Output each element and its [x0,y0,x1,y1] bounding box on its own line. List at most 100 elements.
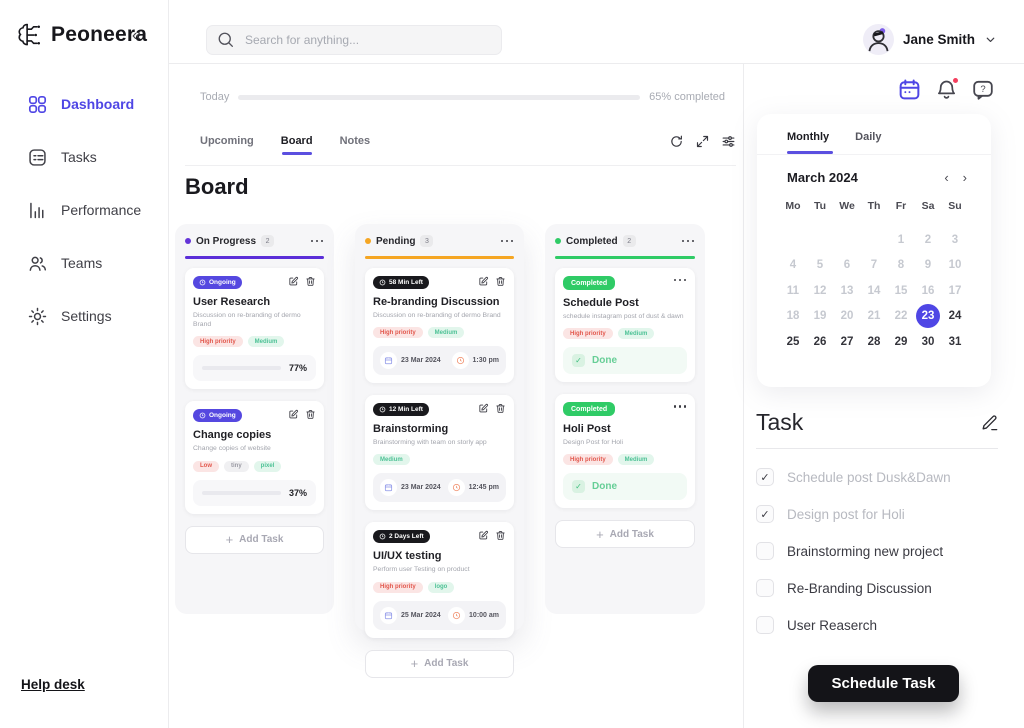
calendar-day[interactable]: 17 [948,284,962,297]
done-checkbox[interactable] [572,480,585,494]
edit-icon[interactable] [288,276,299,287]
tab-daily[interactable]: Daily [855,131,882,143]
card-datetime: 25 Mar 2024 10:00 am [373,600,506,630]
checkbox[interactable] [756,579,774,597]
task-card[interactable]: Completed Holi Post Design Post for Holi… [555,394,695,509]
calendar-day[interactable]: 9 [924,259,932,272]
expand-icon[interactable] [695,134,710,165]
refresh-icon[interactable] [669,134,684,165]
sidebar-item-teams[interactable]: Teams [0,251,168,275]
calendar-day-selected[interactable]: 23 [916,304,940,329]
calendar-day[interactable]: 10 [948,259,962,272]
calendar-day[interactable]: 28 [867,335,881,348]
sidebar-item-settings[interactable]: Settings [0,304,168,328]
calendar-day[interactable]: 22 [894,310,908,323]
calendar-day[interactable]: 5 [816,259,824,272]
checkbox[interactable] [756,505,774,523]
tab-monthly[interactable]: Monthly [787,131,834,154]
calendar-day [861,227,888,253]
calendar-day[interactable]: 20 [840,310,854,323]
sidebar-item-performance[interactable]: Performance [0,198,168,222]
calendar-day[interactable]: 29 [894,335,908,348]
add-task-button[interactable]: Add Task [365,649,514,678]
calendar-day[interactable]: 3 [951,233,959,246]
add-task-button[interactable]: Add Task [185,525,324,554]
time-left-badge: 12 Min Left [373,403,429,417]
calendar-day[interactable]: 25 [786,335,800,348]
calendar-day[interactable]: 18 [786,310,800,323]
sidebar-item-tasks[interactable]: Tasks [0,145,168,169]
calendar-day[interactable]: 13 [840,284,854,297]
calendar-day[interactable]: 8 [897,259,905,272]
card-date: 23 Mar 2024 [401,484,441,492]
calendar-day[interactable]: 15 [894,284,908,297]
calendar-day[interactable]: 30 [921,335,935,348]
task-card[interactable]: Completed Schedule Post schedule instagr… [555,268,695,383]
checkbox[interactable] [756,616,774,634]
calendar-day[interactable]: 21 [867,310,881,323]
task-card[interactable]: 58 Min Left Re-branding Discussion Discu… [365,268,514,384]
calendar-prev-button[interactable]: ‹ [944,170,949,185]
calendar-day[interactable]: 12 [813,284,827,297]
edit-icon[interactable] [478,530,489,541]
today-progress: Today 65% completed [200,91,725,103]
card-menu-button[interactable] [673,402,687,410]
calendar-day[interactable]: 2 [924,233,932,246]
calendar-day[interactable]: 6 [843,259,851,272]
column-menu-button[interactable] [310,237,324,245]
trash-icon[interactable] [495,276,506,287]
task-card[interactable]: 2 Days Left UI/UX testing Perform user T… [365,522,514,638]
calendar-day[interactable]: 4 [789,259,797,272]
calendar-day[interactable]: 7 [870,259,878,272]
tab-board[interactable]: Board [281,130,313,165]
card-time: 12:45 pm [468,484,499,492]
column-menu-button[interactable] [500,237,514,245]
help-desk-link[interactable]: Help desk [21,677,85,692]
add-task-button[interactable]: Add Task [555,520,695,549]
checkbox[interactable] [756,542,774,560]
edit-icon[interactable] [478,276,489,287]
done-checkbox[interactable] [572,354,585,368]
task-card[interactable]: Ongoing User Research Discussion on re-b… [185,268,324,390]
trash-icon[interactable] [495,403,506,414]
tab-notes[interactable]: Notes [339,135,371,147]
tag: tiny [224,460,249,472]
sidebar-item-dashboard[interactable]: Dashboard [0,92,168,116]
calendar-day[interactable]: 14 [867,284,881,297]
column-pending: Pending 3 58 Min Left Re [355,224,524,678]
calendar-day[interactable]: 19 [813,310,827,323]
calendar-day[interactable]: 27 [840,335,854,348]
search-bar[interactable] [206,25,502,55]
tag: pixel [253,460,282,472]
calendar-day[interactable]: 1 [897,233,905,246]
calendar-day[interactable]: 26 [813,335,827,348]
calendar-day[interactable]: 16 [921,284,935,297]
search-input[interactable] [245,33,492,47]
checkbox[interactable] [756,468,774,486]
calendar-day[interactable]: 24 [948,310,962,323]
calendar-next-button[interactable]: › [962,170,967,185]
bell-icon[interactable] [935,77,959,101]
edit-icon[interactable] [288,409,299,420]
trash-icon[interactable] [305,276,316,287]
done-label: Done [592,481,617,493]
pencil-icon[interactable] [980,413,999,432]
schedule-task-button[interactable]: Schedule Task [808,665,959,702]
task-card[interactable]: Ongoing Change copies Change copies of w… [185,401,324,514]
user-menu[interactable]: Jane Smith [863,24,997,55]
task-card[interactable]: 12 Min Left Brainstorming Brainstorming … [365,395,514,511]
calendar-icon[interactable] [897,77,922,102]
dashboard-grid-icon [27,94,48,115]
calendar-day[interactable]: 31 [948,335,962,348]
column-dot [365,238,371,244]
filter-sliders-icon[interactable] [721,134,736,165]
tab-upcoming[interactable]: Upcoming [200,135,254,147]
edit-icon[interactable] [478,403,489,414]
trash-icon[interactable] [305,409,316,420]
calendar-day[interactable]: 11 [786,284,800,297]
help-chat-icon[interactable]: ? [971,78,995,102]
sidebar-collapse-icon[interactable]: « [132,27,141,44]
card-menu-button[interactable] [673,276,687,284]
trash-icon[interactable] [495,530,506,541]
column-menu-button[interactable] [681,237,695,245]
